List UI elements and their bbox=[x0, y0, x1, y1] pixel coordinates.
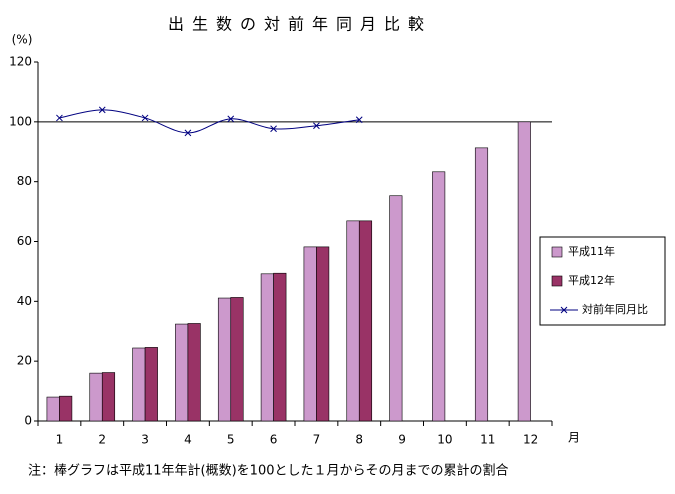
x-tick-label: 12 bbox=[523, 433, 538, 447]
y-unit: (%) bbox=[12, 33, 33, 47]
x-tick-label: 3 bbox=[141, 433, 149, 447]
line-marker bbox=[56, 114, 63, 122]
bar bbox=[389, 195, 403, 422]
bar bbox=[316, 246, 330, 422]
x-tick-label: 1 bbox=[56, 433, 64, 447]
x-tick-label: 2 bbox=[98, 433, 106, 447]
y-tick-label: 120 bbox=[9, 55, 32, 69]
chart-title: 出生数の対前年同月比較 bbox=[168, 15, 432, 34]
y-tick-label: 60 bbox=[17, 234, 32, 248]
line-marker bbox=[98, 106, 106, 114]
x-tick-label: 5 bbox=[227, 433, 235, 447]
line-marker bbox=[355, 116, 363, 124]
bar bbox=[144, 347, 158, 422]
x-tick-label: 8 bbox=[355, 433, 363, 447]
bar bbox=[273, 272, 287, 422]
bar bbox=[303, 246, 317, 422]
legend-swatch bbox=[551, 275, 563, 287]
bar bbox=[260, 273, 274, 422]
bar bbox=[132, 347, 146, 422]
legend-label: 平成11年 bbox=[568, 244, 615, 258]
bar bbox=[346, 220, 360, 422]
line-marker bbox=[184, 129, 192, 137]
legend-label: 対前年同月比 bbox=[582, 302, 648, 316]
x-tick-label: 11 bbox=[480, 433, 495, 447]
bar bbox=[89, 372, 103, 422]
bar bbox=[230, 297, 244, 422]
legend-label: 平成12年 bbox=[568, 273, 615, 287]
bar bbox=[358, 220, 373, 422]
line-marker bbox=[313, 122, 320, 130]
line-marker bbox=[270, 125, 277, 133]
bar bbox=[46, 396, 60, 422]
x-tick-label: 9 bbox=[398, 433, 406, 447]
line-marker bbox=[227, 115, 235, 123]
x-tick-label: 6 bbox=[270, 433, 278, 447]
bar bbox=[217, 297, 232, 422]
bar bbox=[474, 147, 489, 422]
y-tick-label: 0 bbox=[24, 414, 32, 428]
line-marker bbox=[560, 306, 568, 314]
x-tick-label: 4 bbox=[184, 433, 192, 447]
y-tick-label: 100 bbox=[9, 114, 32, 128]
bar bbox=[59, 395, 73, 422]
line-marker bbox=[141, 114, 149, 122]
bar bbox=[517, 121, 531, 422]
y-tick-label: 20 bbox=[17, 354, 32, 368]
bar bbox=[101, 372, 116, 422]
line bbox=[59, 109, 360, 134]
y-tick-label: 40 bbox=[17, 294, 32, 308]
bar bbox=[432, 171, 446, 422]
bar bbox=[175, 323, 189, 422]
footnote: 注：棒グラフは平成11年年計(概数)を100とした１月からその月までの累計の割合 bbox=[28, 463, 509, 479]
x-unit: 月 bbox=[568, 431, 580, 445]
legend-swatch bbox=[551, 246, 563, 258]
x-tick-label: 7 bbox=[313, 433, 321, 447]
bar bbox=[187, 323, 201, 422]
x-tick-label: 10 bbox=[437, 433, 452, 447]
y-tick-label: 80 bbox=[17, 174, 32, 188]
